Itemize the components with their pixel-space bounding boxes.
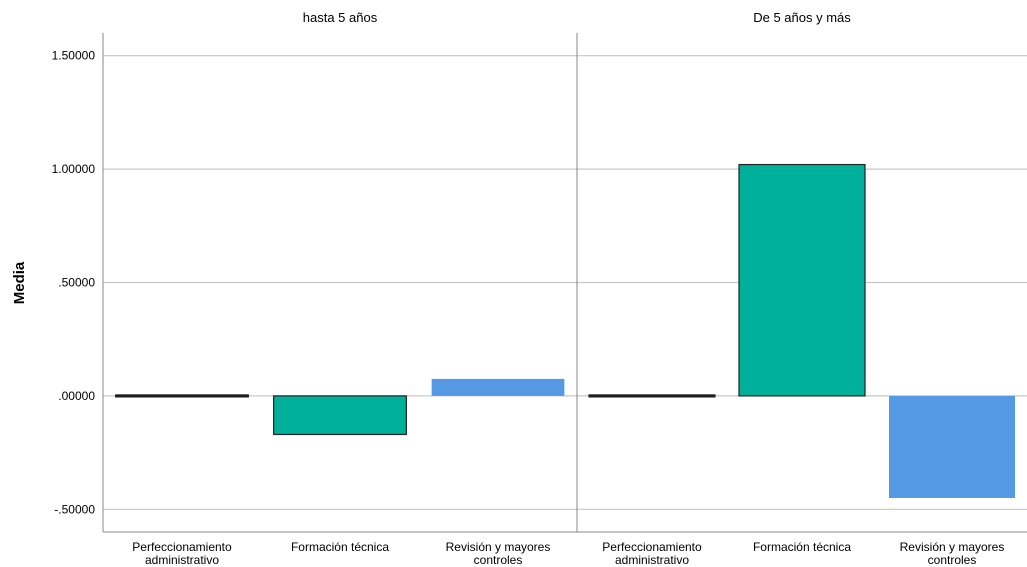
bar	[273, 395, 407, 436]
bar	[738, 163, 866, 397]
panel-title: De 5 años y más	[753, 10, 851, 25]
x-tick-label: Formación técnica	[753, 540, 851, 554]
y-tick-label: .00000	[58, 389, 95, 403]
y-tick-label: 1.50000	[52, 49, 96, 63]
x-tick-label-line: controles	[928, 553, 977, 567]
x-tick-label: Perfeccionamiento administrativo	[602, 540, 702, 567]
y-axis: 1.50000 1.00000 .50000 .00000 -.50000	[52, 49, 96, 517]
panel-2: De 5 años y más Perfeccionamiento administ…	[576, 10, 1027, 567]
y-tick-label: 1.00000	[52, 162, 96, 176]
y-tick-label: -.50000	[54, 502, 95, 516]
panel-1: hasta 5 años Perfeccionamiento administrat…	[102, 10, 577, 567]
x-tick-label: Revisión y mayores controles	[900, 540, 1005, 567]
x-tick-label-line: administrativo	[615, 553, 689, 567]
x-tick-label-line: Perfeccionamiento	[602, 540, 702, 554]
bar	[889, 395, 1015, 498]
bar	[431, 378, 565, 396]
x-tick-label-line: controles	[474, 553, 523, 567]
x-tick-label-line: Formación técnica	[291, 540, 389, 554]
x-tick-label-line: Revisión y mayores	[446, 540, 551, 554]
bar	[588, 394, 716, 398]
x-tick-label-line: Revisión y mayores	[900, 540, 1005, 554]
x-tick-label-line: Perfeccionamiento	[132, 540, 232, 554]
bar	[115, 394, 249, 398]
panel-title: hasta 5 años	[303, 10, 378, 25]
x-tick-label: Formación técnica	[291, 540, 389, 554]
x-tick-label-line: administrativo	[145, 553, 219, 567]
x-tick-label-line: Formación técnica	[753, 540, 851, 554]
x-tick-label: Perfeccionamiento administrativo	[132, 540, 232, 567]
y-tick-label: .50000	[58, 276, 95, 290]
x-tick-label: Revisión y mayores controles	[446, 540, 551, 567]
y-axis-label: Media	[11, 261, 28, 304]
